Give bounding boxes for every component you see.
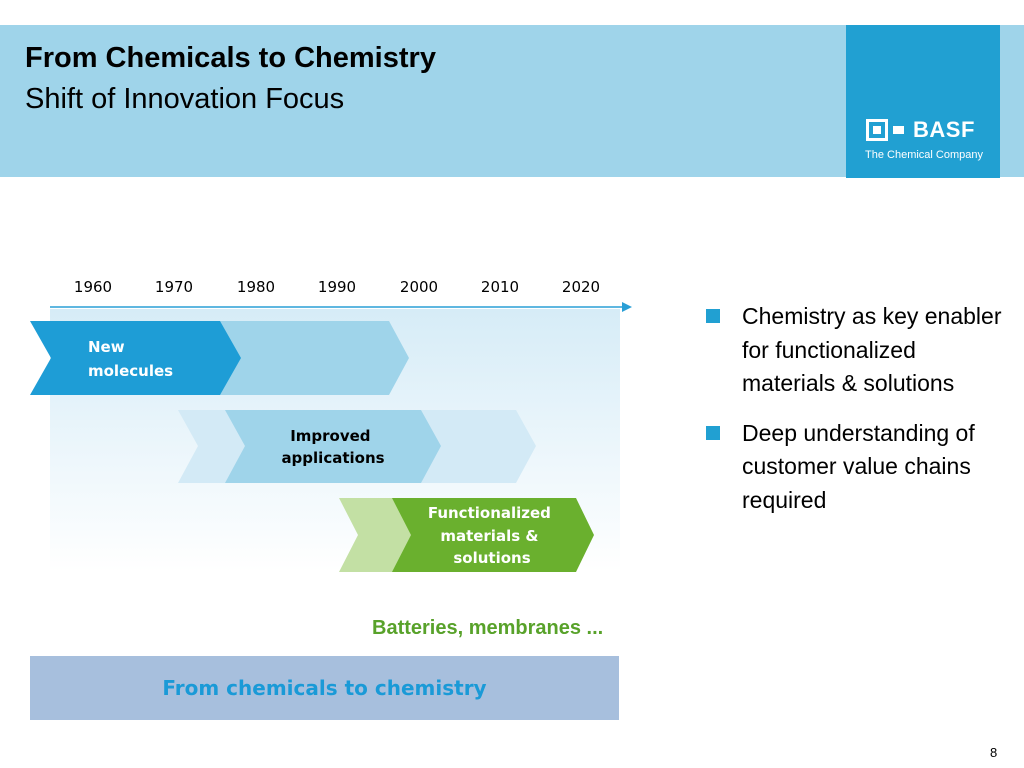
timeline-arrowhead-icon	[622, 302, 632, 312]
phase-label: New molecules	[88, 338, 173, 380]
bullet-item: Deep understanding of customer value cha…	[706, 417, 1006, 518]
bullet-square-icon	[706, 425, 720, 440]
bullet-item: Chemistry as key enabler for functionali…	[706, 300, 1006, 401]
footer-banner-text: From chemicals to chemistry	[162, 676, 487, 700]
chevron-shape	[339, 498, 413, 572]
year-label: 2020	[562, 278, 600, 296]
slide-title: From Chemicals to Chemistry	[25, 42, 436, 74]
page-number: 8	[990, 745, 998, 760]
phase-improved-applications: Improved applications	[178, 410, 536, 483]
year-label: 1960	[74, 278, 112, 296]
year-axis: 1960 1970 1980 1990 2000 2010 2020	[50, 278, 632, 312]
phase-new-molecules: New molecules	[30, 321, 409, 395]
footer-banner: From chemicals to chemistry	[30, 656, 619, 720]
chevron-shape	[392, 498, 594, 572]
bullet-text: Chemistry as key enabler for functionali…	[742, 303, 1002, 396]
bullet-text: Deep understanding of customer value cha…	[742, 419, 975, 513]
bullet-list: Chemistry as key enabler for functionali…	[706, 300, 1006, 533]
chevron-shape	[225, 410, 441, 483]
chevron-shape	[219, 321, 409, 395]
year-label: 2010	[481, 278, 519, 296]
bullet-square-icon	[706, 309, 720, 323]
examples-text: Batteries, membranes ...	[372, 617, 604, 639]
year-label: 1990	[318, 278, 356, 296]
year-label: 1970	[155, 278, 193, 296]
logo-tagline: The Chemical Company	[865, 149, 983, 161]
basf-logo-mark-icon	[866, 119, 904, 141]
phase-label: Functionalized materials & solutions	[428, 504, 556, 567]
chevron-shape	[30, 321, 241, 395]
slide-subtitle: Shift of Innovation Focus	[25, 83, 345, 115]
phase-label: Improved applications	[281, 427, 384, 467]
logo-wordmark: BASF	[913, 117, 975, 142]
chevron-shape	[420, 410, 536, 483]
chevron-shape	[178, 410, 246, 483]
year-label: 2000	[400, 278, 438, 296]
phase-functionalized-materials: Functionalized materials & solutions	[339, 498, 594, 572]
basf-logo: BASF The Chemical Company	[846, 25, 1000, 178]
year-label: 1980	[237, 278, 275, 296]
